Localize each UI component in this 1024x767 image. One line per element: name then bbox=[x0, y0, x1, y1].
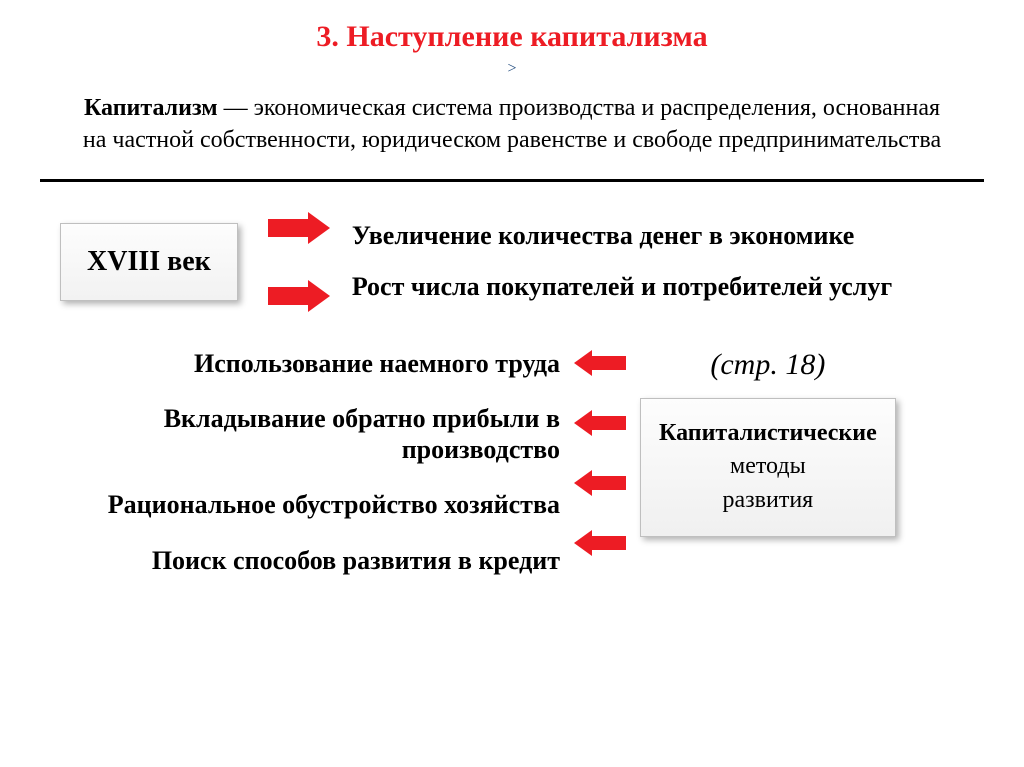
methods-box-line: методы bbox=[659, 450, 877, 484]
page-reference: (стр. 18) bbox=[710, 348, 825, 382]
definition-term: Капитализм bbox=[84, 95, 218, 121]
arrows-left-column bbox=[574, 348, 626, 556]
slide-title: 3. Наступление капитализма bbox=[60, 20, 964, 54]
divider-line bbox=[40, 179, 984, 182]
methods-section: Использование наемного труда Вкладывание… bbox=[60, 348, 964, 576]
method-item: Поиск способов развития в кредит bbox=[60, 545, 560, 576]
arrows-right-column bbox=[268, 212, 330, 312]
methods-box-line: Капиталистические bbox=[659, 417, 877, 451]
arrow-left-icon bbox=[574, 350, 626, 376]
chevron-down-icon: > bbox=[60, 60, 964, 78]
methods-list: Использование наемного труда Вкладывание… bbox=[60, 348, 560, 576]
arrow-left-icon bbox=[574, 530, 626, 556]
definition-text: Капитализм — экономическая система произ… bbox=[80, 92, 944, 157]
method-item: Рациональное обустройство хозяйства bbox=[60, 489, 560, 520]
arrow-right-icon bbox=[268, 280, 330, 312]
century-point: Увеличение количества денег в экономике bbox=[352, 220, 892, 253]
method-item: Использование наемного труда bbox=[60, 348, 560, 379]
century-section: XVIII век Увеличение количества денег в … bbox=[60, 212, 964, 312]
century-box: XVIII век bbox=[60, 223, 238, 301]
methods-box-line: развития bbox=[659, 484, 877, 518]
method-item: Вкладывание обратно прибыли в производст… bbox=[60, 403, 560, 465]
century-points: Увеличение количества денег в экономике … bbox=[352, 220, 892, 303]
century-point: Рост числа покупателей и потребителей ус… bbox=[352, 271, 892, 304]
methods-box: Капиталистические методы развития bbox=[640, 398, 896, 537]
arrow-left-icon bbox=[574, 470, 626, 496]
methods-right-panel: (стр. 18) Капиталистические методы разви… bbox=[640, 348, 896, 537]
arrow-right-icon bbox=[268, 212, 330, 244]
arrow-left-icon bbox=[574, 410, 626, 436]
